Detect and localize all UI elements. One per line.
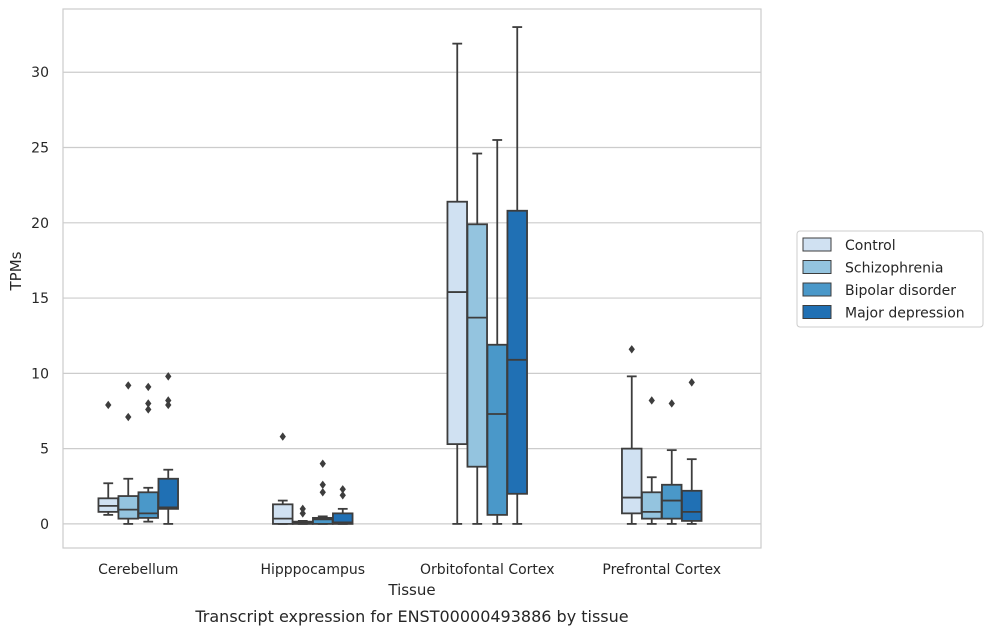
y-tick-labels: 0 5 10 15 20 25 30 [31, 65, 49, 533]
legend-label: Control [845, 238, 896, 254]
box-body [661, 483, 683, 520]
outlier-point [165, 400, 172, 410]
box [272, 432, 294, 525]
y-tick-label: 0 [40, 517, 49, 533]
outlier-point [279, 432, 286, 441]
plot-area [62, 8, 762, 549]
x-tick-label: Orbitofontal Cortex [420, 562, 555, 578]
box [681, 378, 703, 525]
outlier-point [688, 378, 695, 387]
y-tick-label: 15 [31, 291, 49, 307]
box-groups [97, 26, 703, 525]
outlier-point [145, 405, 152, 414]
box-body [157, 477, 179, 510]
outlier-point [628, 345, 635, 354]
x-tick-labels: Cerebellum Hipppocampus Orbitofontal Corte… [98, 562, 721, 578]
outlier-point [125, 412, 132, 422]
legend-swatch [802, 260, 832, 274]
y-tick-label: 10 [31, 366, 49, 382]
box [506, 26, 528, 525]
box [312, 459, 334, 525]
box [332, 485, 354, 525]
box [466, 152, 488, 525]
outlier-point [165, 396, 172, 405]
box-body [332, 512, 354, 525]
box-body [621, 447, 643, 515]
box [446, 42, 468, 525]
legend-label: Bipolar disorder [845, 283, 956, 299]
y-tick-label: 5 [40, 442, 49, 458]
outlier-point [299, 504, 306, 514]
box-body [641, 491, 663, 520]
x-tick-label: Prefrontal Cortex [602, 562, 721, 578]
y-tick-label: 25 [31, 141, 49, 157]
box [641, 396, 663, 525]
x-axis-label: Tissue [387, 581, 435, 599]
outlier-point [145, 382, 152, 392]
legend: Control Schizophrenia Bipolar disorder Majo… [796, 230, 984, 328]
box [661, 399, 683, 525]
outlier-point [319, 459, 326, 468]
outlier-point [299, 509, 306, 518]
legend-swatch [802, 305, 832, 319]
outlier-point [668, 399, 675, 408]
chart-caption: Transcript expression for ENST0000049388… [194, 607, 628, 626]
box [621, 345, 643, 525]
box-body [681, 489, 703, 522]
outlier-point [648, 396, 655, 405]
legend-frame [796, 230, 984, 328]
box-body [486, 343, 508, 516]
outlier-point [145, 399, 152, 408]
outlier-point [165, 372, 172, 381]
box [97, 400, 119, 516]
outlier-point [339, 485, 346, 494]
y-tick-label: 30 [31, 65, 49, 81]
outlier-point [319, 480, 326, 489]
box-body [466, 223, 488, 468]
box-body [446, 200, 468, 446]
box [157, 372, 179, 525]
box-body [117, 495, 139, 520]
box-body [272, 503, 294, 525]
x-tick-label: Hipppocampus [260, 562, 365, 578]
outlier-point [339, 491, 346, 500]
legend-label: Schizophrenia [845, 261, 943, 277]
y-tick-label: 20 [31, 216, 49, 232]
y-gridlines [63, 71, 761, 525]
outlier-point [319, 488, 326, 497]
y-axis-label: TPMs [7, 251, 25, 291]
legend-label: Major depression [845, 306, 965, 322]
outlier-point [125, 381, 132, 390]
box-body [506, 209, 528, 495]
legend-swatch [802, 237, 832, 252]
outlier-point [105, 400, 112, 410]
legend-swatch [802, 282, 832, 297]
x-tick-label: Cerebellum [98, 562, 178, 578]
